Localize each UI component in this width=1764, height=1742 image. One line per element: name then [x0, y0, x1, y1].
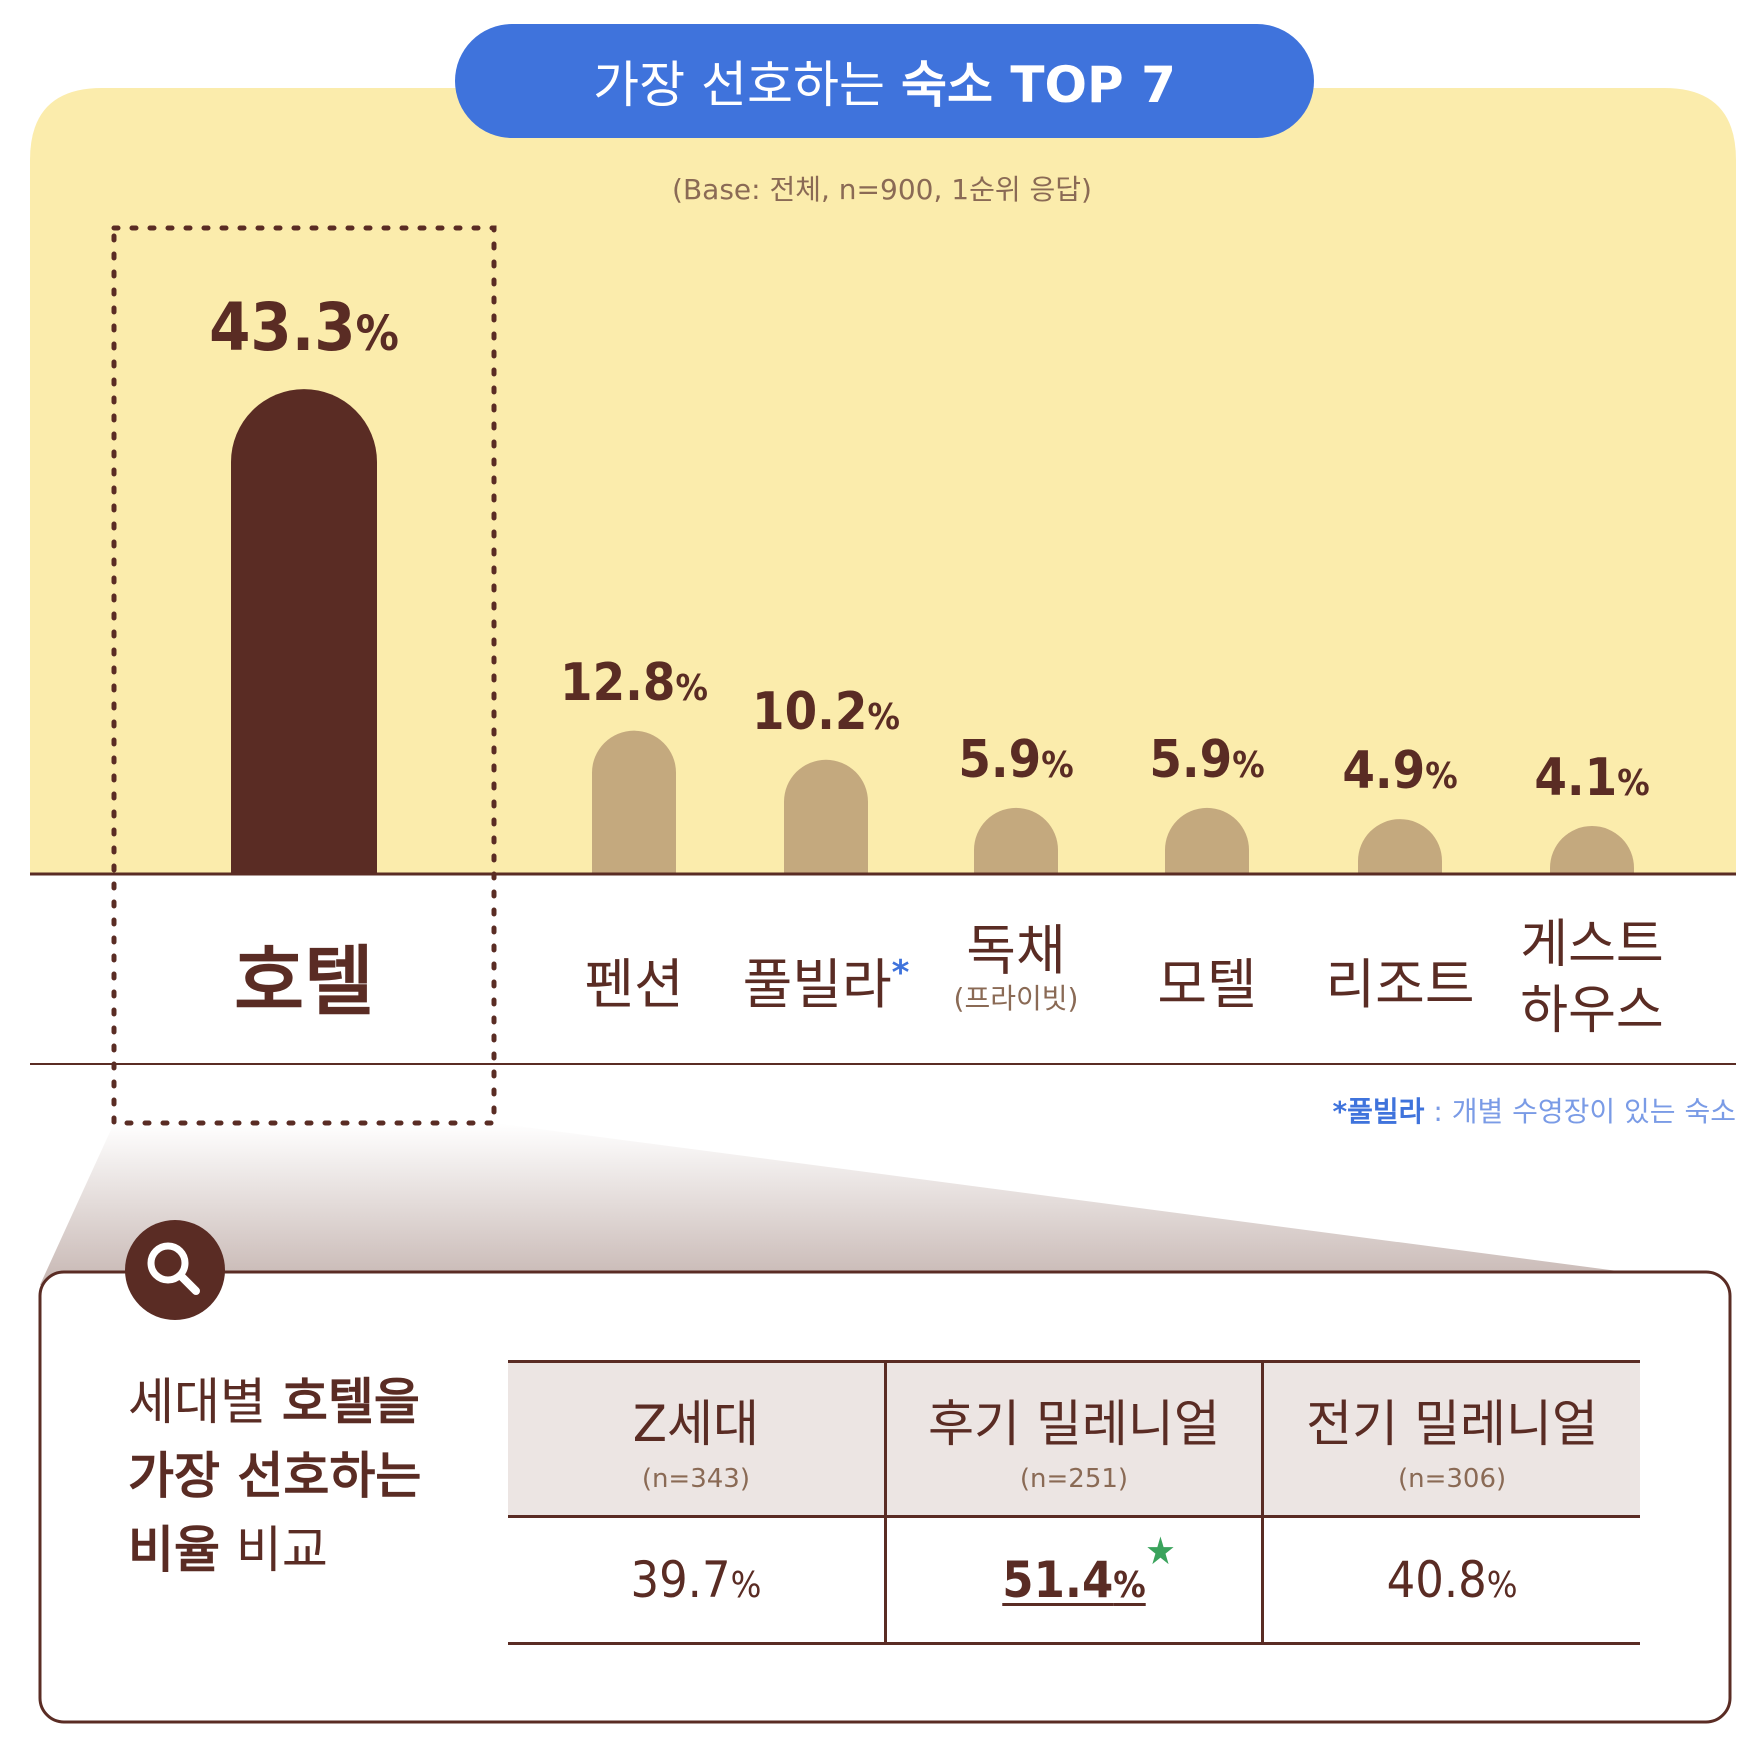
chart-title: 가장 선호하는 숙소 TOP 7 [455, 24, 1314, 138]
detached-note: (프라이빗) [953, 982, 1079, 1015]
category-label-pension: 펜션 [584, 953, 684, 1016]
generation-table: Z세대 (n=343) 후기 밀레니얼 (n=251) 전기 밀레니얼 (n=306)… [508, 1360, 1640, 1645]
highlight-dotted-box [111, 225, 497, 1126]
detail-title: 세대별 호텔을 가장 선호하는 비율 비교 [128, 1365, 421, 1587]
footnote-term: *풀빌라 [1332, 1095, 1425, 1128]
poolvilla-text: 풀빌라 [742, 953, 892, 1016]
category-label-guesthouse: 게스트 하우스 [1520, 912, 1664, 1044]
bars-group [231, 389, 1634, 874]
value-label-1: 12.8% [560, 652, 708, 713]
header-late-millennial: 후기 밀레니얼 (n=251) [883, 1361, 1263, 1518]
footnote: *풀빌라 : 개별 수영장이 있는 숙소 [1333, 1090, 1736, 1130]
bar-5 [1358, 819, 1442, 874]
value-label-3: 5.9% [958, 729, 1074, 790]
header-early-millennial: 전기 밀레니얼 (n=306) [1261, 1361, 1640, 1518]
category-label-motel: 모텔 [1157, 953, 1257, 1016]
category-label-poolvilla: 풀빌라* [743, 940, 910, 1019]
search-icon [125, 1220, 225, 1320]
title-normal: 가장 선호하는 [593, 56, 886, 114]
category-label-hotel: 호텔 [234, 937, 374, 1026]
guesthouse-line1: 게스트 [1520, 915, 1664, 975]
value-gen-z: 39.7% [630, 1551, 762, 1609]
value-label-0: 43.3% [209, 289, 399, 367]
category-label-resort: 리조트 [1325, 953, 1475, 1016]
value-early-millennial: 40.8% [1261, 1516, 1640, 1644]
detail-title-line2: 가장 선호하는 [128, 1447, 422, 1505]
detached-text: 독채 [966, 919, 1066, 982]
footnote-text: : 개별 수영장이 있는 숙소 [1424, 1095, 1736, 1128]
detail-title-line1: 세대별 호텔을 [128, 1373, 420, 1431]
header-gen-z: Z세대 (n=343) [508, 1361, 886, 1518]
chart-background [30, 88, 1736, 874]
table-row: 39.7% 51.4% ★ 40.8% [508, 1516, 1640, 1644]
bar-6 [1550, 826, 1634, 874]
value-label-5: 4.9% [1342, 741, 1458, 802]
chart-subtitle: (Base: 전체, n=900, 1순위 응답) [672, 173, 1092, 206]
bar-1 [592, 730, 676, 874]
guesthouse-line2: 하우스 [1520, 981, 1664, 1041]
bar-0 [231, 389, 377, 874]
title-bold: 숙소 TOP 7 [901, 56, 1176, 114]
bar-2 [784, 759, 868, 874]
detail-title-line3: 비율 비교 [128, 1521, 328, 1579]
zoom-funnel [40, 1123, 1724, 1285]
poolvilla-asterisk: * [891, 953, 910, 993]
star-icon: ★ [1145, 1529, 1176, 1573]
value-late-millennial: 51.4% ★ [883, 1516, 1263, 1644]
value-label-2: 10.2% [752, 681, 900, 742]
table-header-row: Z세대 (n=343) 후기 밀레니얼 (n=251) 전기 밀레니얼 (n=306) [508, 1361, 1640, 1518]
value-label-6: 4.1% [1534, 748, 1650, 808]
bar-3 [974, 807, 1058, 874]
category-label-detached: 독채 (프라이빗) [954, 920, 1079, 1016]
bar-4 [1165, 807, 1249, 874]
value-label-4: 5.9% [1149, 729, 1265, 790]
